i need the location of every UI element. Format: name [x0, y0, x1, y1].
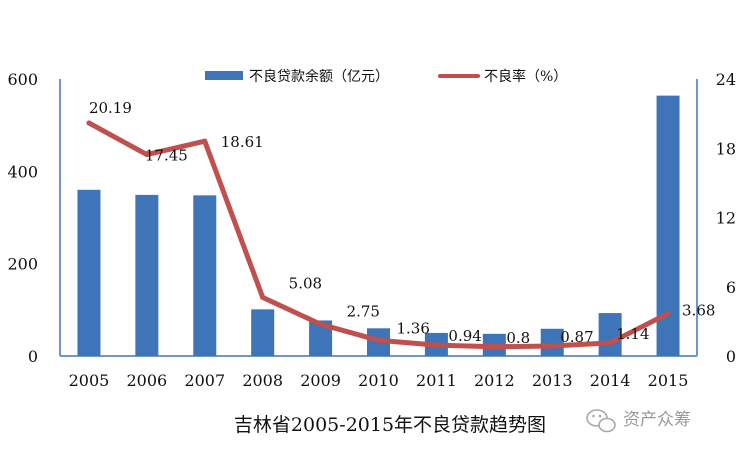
bar: [656, 95, 680, 357]
line-data-label: 0.94: [448, 327, 481, 345]
line-point: [607, 340, 613, 346]
bar: [135, 194, 159, 356]
line-data-label: 17.45: [145, 147, 188, 165]
line-point: [260, 294, 266, 300]
x-tick-label: 2012: [474, 371, 515, 390]
wechat-icon: [586, 409, 616, 433]
legend-label-line: 不良率（%）: [484, 68, 567, 85]
line-point: [376, 337, 381, 343]
line-point: [144, 152, 150, 158]
line-data-label: 20.19: [89, 99, 132, 117]
x-tick-label: 2005: [69, 371, 110, 390]
legend-label-bar: 不良贷款余额（亿元）: [249, 68, 389, 85]
legend: 不良贷款余额（亿元） 不良率（%）: [205, 68, 567, 85]
x-tick-label: 2010: [358, 371, 399, 390]
bar: [540, 328, 564, 356]
bar: [193, 195, 217, 356]
bars-layer: [77, 95, 680, 357]
y-left-tick-label: 0: [28, 347, 38, 366]
watermark-text: 资产众筹: [623, 410, 691, 430]
line-point: [202, 138, 208, 144]
line-point: [86, 120, 92, 126]
line-point: [491, 344, 497, 350]
watermark: 资产众筹: [586, 409, 691, 433]
x-tick-label: 2006: [127, 371, 168, 390]
axes-layer: 0 200 400 600 0 6 12 18 24 2005 2006 2007 2008 2009 20…: [7, 70, 736, 390]
data-labels-layer: 20.19 17.45 18.61 5.08 2.75 1.36 0.94 0.8 0.87 1.…: [89, 99, 715, 347]
line-point: [318, 321, 324, 327]
chart-title: 吉林省2005-2015年不良贷款趋势图: [234, 414, 546, 436]
line-point: [665, 311, 671, 317]
x-tick-label: 2014: [590, 371, 631, 390]
line-data-label: 2.75: [347, 302, 380, 320]
line-layer: [86, 120, 671, 350]
x-tick-label: 2007: [184, 371, 225, 390]
line-data-label: 5.08: [289, 274, 322, 292]
x-tick-label: 2015: [648, 371, 689, 390]
bar: [77, 189, 101, 356]
line-data-label: 0.8: [506, 329, 530, 347]
line-data-label: 3.68: [682, 302, 715, 320]
y-right-tick-label: 18: [716, 139, 736, 158]
line-data-label: 0.87: [560, 328, 593, 346]
line-data-label: 1.36: [397, 319, 430, 337]
y-right-tick-label: 6: [726, 278, 736, 297]
line-point: [549, 343, 555, 349]
y-right-tick-label: 24: [716, 70, 736, 89]
line-point: [433, 342, 439, 348]
y-left-tick-label: 400: [7, 162, 38, 181]
x-tick-label: 2008: [242, 371, 283, 390]
x-tick-label: 2011: [416, 371, 457, 390]
x-tick-label: 2013: [532, 371, 573, 390]
bar: [251, 309, 275, 356]
y-left-tick-label: 600: [7, 70, 38, 89]
bar: [309, 320, 333, 356]
x-tick-label: 2009: [300, 371, 341, 390]
y-right-tick-label: 12: [716, 209, 736, 228]
line-data-label: 1.14: [616, 325, 649, 343]
y-right-tick-label: 0: [726, 347, 736, 366]
y-left-tick-label: 200: [7, 255, 38, 274]
legend-swatch-bar: [205, 71, 243, 80]
line-data-label: 18.61: [221, 133, 264, 151]
